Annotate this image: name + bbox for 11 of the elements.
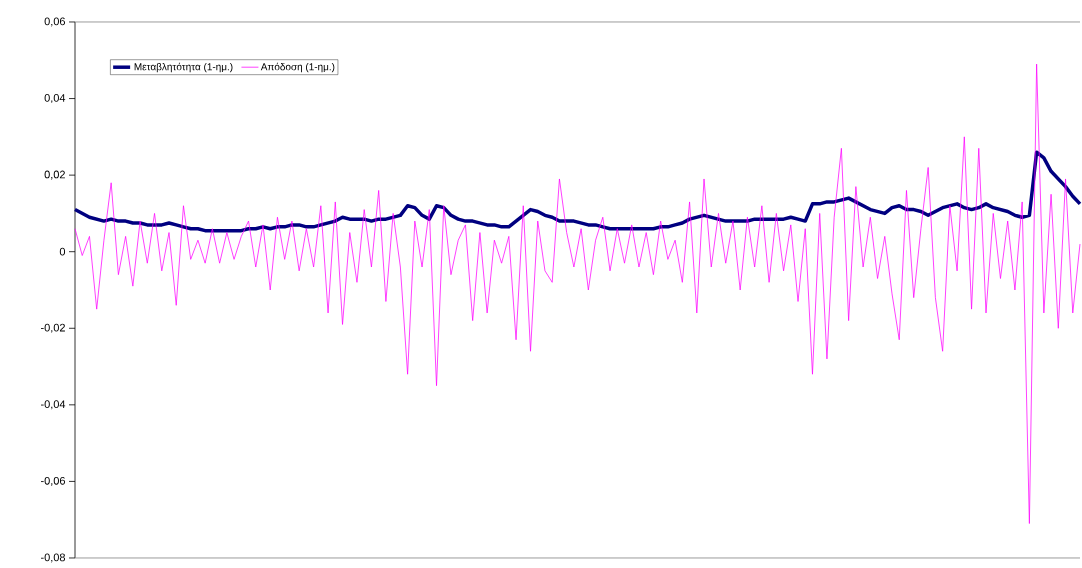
y-tick-label: 0,02 xyxy=(44,170,65,180)
y-tick-label: -0,08 xyxy=(41,553,65,563)
y-tick-label: -0,06 xyxy=(41,476,65,486)
y-tick-label: 0 xyxy=(59,247,66,256)
legend-label: Μεταβλητότητα (1-ημ.) xyxy=(134,62,233,73)
y-tick-label: -0,04 xyxy=(41,400,66,410)
y-tick-label: -0,02 xyxy=(41,323,65,333)
legend-label: Απόδοση (1-ημ.) xyxy=(260,62,335,73)
line-series xyxy=(74,63,1081,524)
y-tick-label: 0,04 xyxy=(44,94,66,104)
y-tick-label: 0,06 xyxy=(44,17,65,27)
